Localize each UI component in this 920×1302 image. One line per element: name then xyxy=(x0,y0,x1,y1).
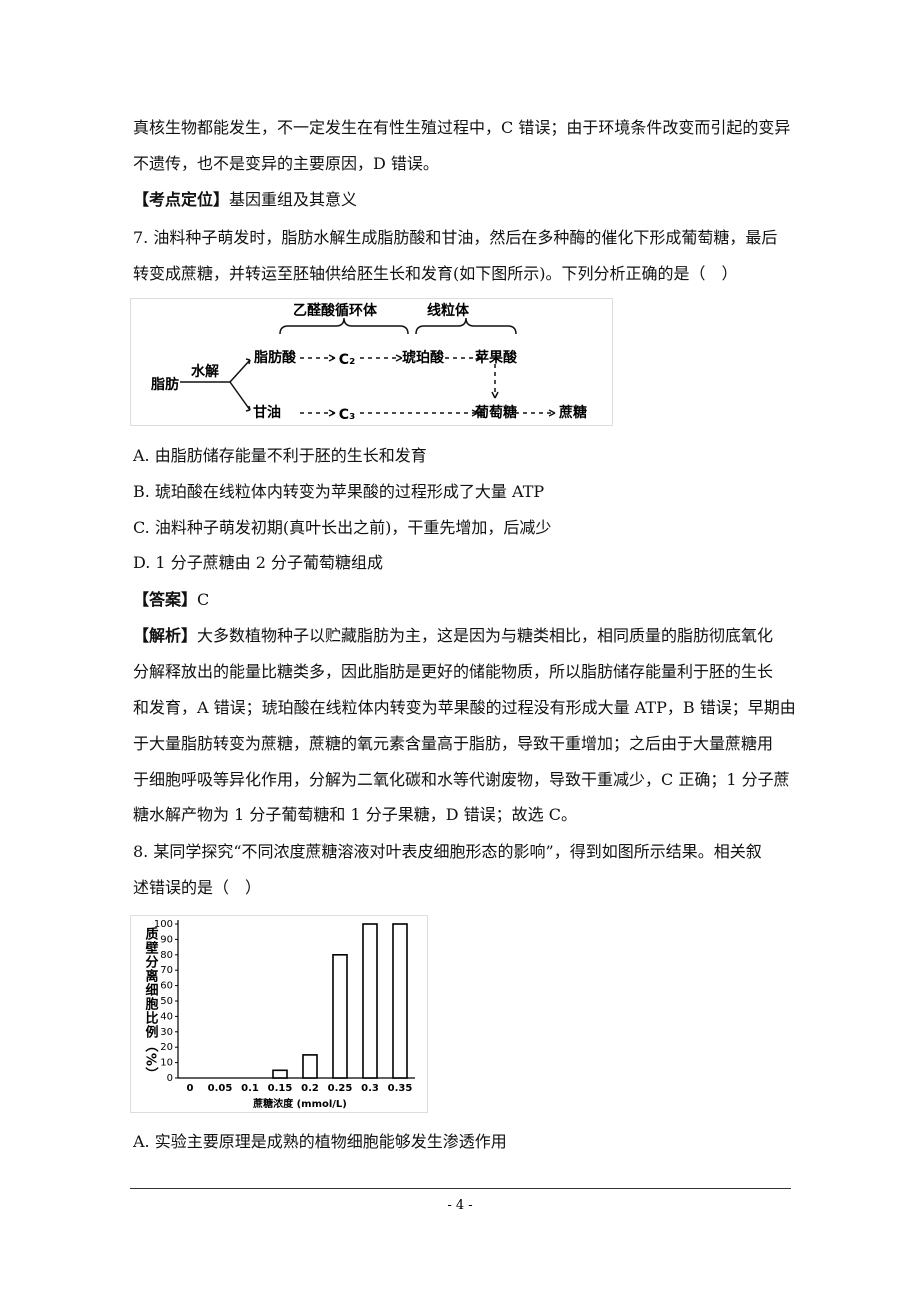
text-line: 真核生物都能发生，不一定发生在有性生殖过程中，C 错误；由于环境条件改变而引起的… xyxy=(133,118,791,137)
brace xyxy=(415,317,517,335)
dashed-line xyxy=(300,357,555,414)
x-tick-label: 0.3 xyxy=(361,1083,379,1094)
node-label: 葡萄糖 xyxy=(474,404,517,421)
node-label: 琥珀酸 xyxy=(402,349,445,366)
x-tick-label: 0.25 xyxy=(328,1083,353,1094)
text: 大多数植物种子以贮藏脂肪为主，这是因为与糖类相比，相同质量的脂肪彻底氧化 xyxy=(197,626,774,645)
node-label: 线粒体 xyxy=(427,302,470,319)
text-line: 不遗传，也不是变异的主要原因，D 错误。 xyxy=(133,154,439,173)
y-tick-label: 70 xyxy=(160,965,173,976)
fork xyxy=(229,359,251,411)
y-tick-label: 60 xyxy=(160,981,173,992)
option: B. 琥珀酸在线粒体内转变为苹果酸的过程形成了大量 ATP xyxy=(133,482,545,501)
y-tick-label: 90 xyxy=(160,934,173,945)
x-tick-label: 0.2 xyxy=(301,1083,319,1094)
frame xyxy=(130,298,613,426)
option: C. 油料种子萌发初期(真叶长出之前)，干重先增加，后减少 xyxy=(133,518,552,537)
page-number: - 4 - xyxy=(447,1198,473,1213)
y-tick-label: 100 xyxy=(154,919,173,930)
option: A. 实验主要原理是成熟的植物细胞能够发生渗透作用 xyxy=(133,1132,507,1151)
text: C xyxy=(197,590,210,609)
bar xyxy=(302,1054,318,1079)
label: 【解析】 xyxy=(133,626,198,645)
answer: 【答案】C xyxy=(133,590,209,610)
analysis-line: 和发育，A 错误；琥珀酸在线粒体内转变为苹果酸的过程没有形成大量 ATP，B 错… xyxy=(133,698,796,717)
stem-line: 7. 油料种子萌发时，脂肪水解生成脂肪酸和甘油，然后在多种酶的催化下形成葡萄糖，… xyxy=(133,228,778,247)
x-tick-label: 0.1 xyxy=(241,1083,259,1094)
node-label: 蔗糖 xyxy=(558,404,587,421)
analysis-line: 于细胞呼吸等异化作用，分解为二氧化碳和水等代谢废物，导致干重减少，C 正确；1 … xyxy=(133,770,790,789)
x-tick-label: 0.15 xyxy=(268,1083,293,1094)
x-tick-label: 0.05 xyxy=(208,1083,233,1094)
footer-rule xyxy=(130,1188,791,1189)
y-tick-label: 20 xyxy=(160,1042,173,1053)
x-axis-title: 蔗糖浓度 (mmol/L) xyxy=(252,1097,347,1110)
y-tick-label: 10 xyxy=(160,1058,173,1069)
y-tick-label: 40 xyxy=(160,1011,173,1022)
option: D. 1 分子蔗糖由 2 分子葡萄糖组成 xyxy=(133,553,384,572)
node-label: C₃ xyxy=(339,407,355,423)
stem-line: 述错误的是（ ） xyxy=(133,878,262,897)
label: 【考点定位】 xyxy=(133,190,230,209)
analysis-line: 于大量脂肪转变为蔗糖，蔗糖的氧元素含量高于脂肪，导致干重增加；之后由于大量蔗糖用 xyxy=(133,734,774,753)
stem-line: 转变成蔗糖，并转运至胚轴供给胚生长和发育(如下图所示)。下列分析正确的是（ ） xyxy=(133,264,738,283)
node-label: 脂肪 xyxy=(150,376,179,393)
analysis-line: 糖水解产物为 1 分子葡萄糖和 1 分子果糖，D 错误；故选 C。 xyxy=(133,805,577,824)
y-tick-label: 30 xyxy=(160,1027,173,1038)
y-tick-label: 50 xyxy=(160,996,173,1007)
y-tick-label: 80 xyxy=(160,950,173,961)
label: 【答案】 xyxy=(133,590,198,609)
node-label: 苹果酸 xyxy=(475,349,518,366)
x-tick-label: 0.35 xyxy=(388,1083,413,1094)
bar xyxy=(272,1069,288,1079)
bar xyxy=(362,923,378,1079)
brace xyxy=(279,317,409,335)
key-point: 【考点定位】基因重组及其意义 xyxy=(133,190,357,210)
analysis-line: 【解析】大多数植物种子以贮藏脂肪为主，这是因为与糖类相比，相同质量的脂肪彻底氧化 xyxy=(133,626,773,646)
y-axis-title: 质壁分离细胞比例（%） xyxy=(143,926,160,1081)
frame xyxy=(130,915,428,1113)
flow-diagram: 乙醛酸循环体 线粒体 脂肪 水解 脂肪酸 C₂ 琥珀酸 苹果酸 甘油 C₃ 葡萄… xyxy=(130,298,613,426)
arrowhead xyxy=(245,354,556,417)
bar xyxy=(392,923,408,1079)
x-tick-label: 0 xyxy=(187,1083,194,1094)
text: 基因重组及其意义 xyxy=(229,190,358,209)
bar xyxy=(332,953,348,1079)
node-label: 水解 xyxy=(191,363,219,380)
arrows xyxy=(180,317,556,417)
option: A. 由脂肪储存能量不利于胚的生长和发育 xyxy=(133,446,427,465)
y-tick-label: 0 xyxy=(167,1073,173,1084)
stem-line: 8. 某同学探究“不同浓度蔗糖溶液对叶表皮细胞形态的影响”，得到如图所示结果。相… xyxy=(133,842,762,861)
node-label: C₂ xyxy=(339,352,355,368)
node-label: 乙醛酸循环体 xyxy=(293,302,378,319)
node-label: 甘油 xyxy=(253,404,281,421)
analysis-line: 分解释放出的能量比糖类多，因此脂肪是更好的储能物质，所以脂肪储存能量利于胚的生长 xyxy=(133,662,774,681)
node-label: 脂肪酸 xyxy=(253,349,297,366)
